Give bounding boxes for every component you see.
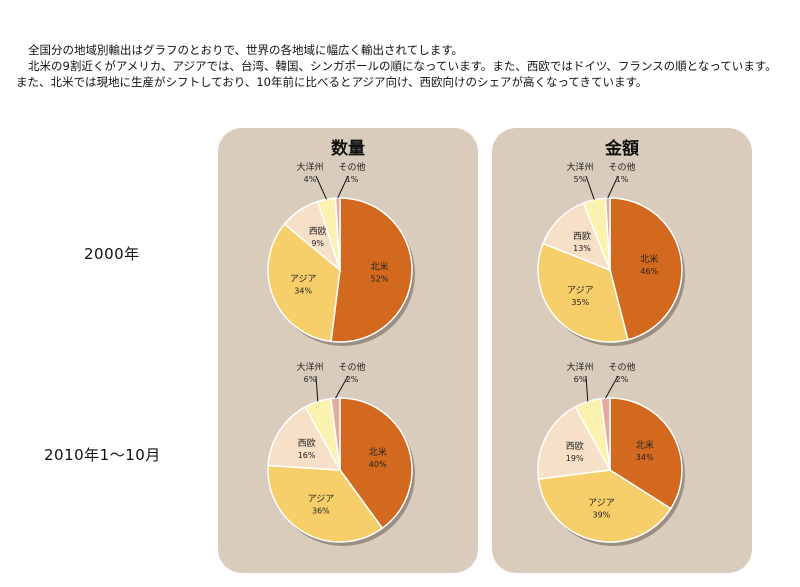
- slice-label-other: その他: [338, 161, 365, 173]
- slice-label-north-america: 北米: [640, 253, 658, 265]
- leader-line-oceania: [315, 375, 319, 402]
- slice-label-asia: アジア: [308, 495, 335, 505]
- slice-value-western-europe: 9%: [311, 239, 324, 248]
- slice-label-north-america: 北米: [370, 261, 388, 273]
- slice-value-oceania: 4%: [304, 175, 317, 184]
- intro-text: 全国分の地域別輸出はグラフのとおりで、世界の各地域に幅広く輸出されてします。 北…: [16, 42, 786, 90]
- slice-label-asia: アジア: [588, 499, 615, 509]
- row-label-2010: 2010年1～10月: [44, 446, 161, 464]
- slice-label-other: その他: [338, 361, 365, 373]
- slice-value-asia: 35%: [571, 298, 589, 307]
- leader-line-oceania: [585, 175, 595, 200]
- slice-label-north-america: 北米: [369, 446, 387, 458]
- slice-label-asia: アジア: [290, 275, 317, 285]
- leader-line-other: [335, 375, 349, 399]
- slice-value-north-america: 34%: [636, 453, 654, 462]
- slice-value-western-europe: 19%: [566, 454, 584, 463]
- slice-value-other: 2%: [616, 375, 629, 384]
- intro-line-2: 北米の9割近くがアメリカ、アジアでは、台湾、韓国、シンガポールの順になっています…: [16, 59, 777, 89]
- slice-value-asia: 36%: [312, 507, 330, 516]
- slice-value-north-america: 40%: [369, 460, 387, 469]
- leader-line-oceania: [315, 175, 327, 200]
- slice-north-america: [330, 197, 413, 343]
- pie-2: 北米 40% アジア 36% 西欧 16% 大洋州 6% その他 2%: [267, 361, 415, 546]
- slice-value-asia: 34%: [294, 287, 312, 296]
- pie-3: 北米 34% アジア 39% 西欧 19% 大洋州 6% その他 2%: [537, 361, 685, 546]
- row-label-2000: 2000年: [84, 245, 140, 263]
- slice-label-oceania: 大洋州: [296, 161, 323, 173]
- slice-other: [600, 397, 611, 471]
- slice-label-oceania: 大洋州: [566, 361, 593, 373]
- slice-value-other: 1%: [346, 175, 359, 184]
- panel-title-value: 金額: [605, 139, 639, 159]
- slice-value-oceania: 5%: [574, 175, 587, 184]
- slice-asia: [267, 464, 384, 543]
- slice-asia: [537, 469, 672, 543]
- slice-label-western-europe: 西欧: [309, 225, 327, 237]
- slice-value-asia: 39%: [593, 511, 611, 520]
- slice-value-oceania: 6%: [304, 375, 317, 384]
- slice-other: [334, 197, 341, 271]
- slice-other: [604, 197, 611, 271]
- slice-label-oceania: 大洋州: [566, 161, 593, 173]
- slice-label-asia: アジア: [567, 286, 594, 296]
- leader-line-other: [337, 175, 349, 199]
- leader-line-other: [605, 375, 619, 399]
- slice-label-western-europe: 西欧: [298, 437, 316, 449]
- slice-other: [330, 397, 341, 471]
- slice-north-america: [339, 397, 413, 530]
- panel-title-quantity: 数量: [331, 139, 365, 159]
- slice-label-western-europe: 西欧: [573, 230, 591, 242]
- intro-line-1: 全国分の地域別輸出はグラフのとおりで、世界の各地域に幅広く輸出されてします。: [28, 43, 464, 57]
- slice-value-western-europe: 16%: [298, 451, 316, 460]
- slice-label-other: その他: [608, 161, 635, 173]
- slice-asia: [537, 242, 629, 343]
- slice-western-europe: [537, 405, 612, 480]
- slice-asia: [267, 223, 341, 343]
- leader-line-oceania: [585, 375, 589, 402]
- slice-label-other: その他: [608, 361, 635, 373]
- slice-value-oceania: 6%: [574, 375, 587, 384]
- leader-line-other: [607, 175, 619, 199]
- slice-label-oceania: 大洋州: [296, 361, 323, 373]
- pie-1: 北米 46% アジア 35% 西欧 13% 大洋州 5% その他 1%: [537, 161, 685, 346]
- slice-value-western-europe: 13%: [573, 244, 591, 253]
- slice-value-north-america: 46%: [640, 267, 658, 276]
- slice-label-western-europe: 西欧: [566, 440, 584, 452]
- slice-western-europe: [542, 202, 612, 272]
- slice-value-other: 1%: [616, 175, 629, 184]
- pie-0: 北米 52% アジア 34% 西欧 9% 大洋州 4% その他 1%: [267, 161, 415, 346]
- slice-value-other: 2%: [346, 375, 359, 384]
- slice-value-north-america: 52%: [371, 275, 389, 284]
- slice-label-north-america: 北米: [636, 439, 654, 451]
- slice-western-europe: [267, 405, 342, 471]
- slice-north-america: [609, 197, 683, 341]
